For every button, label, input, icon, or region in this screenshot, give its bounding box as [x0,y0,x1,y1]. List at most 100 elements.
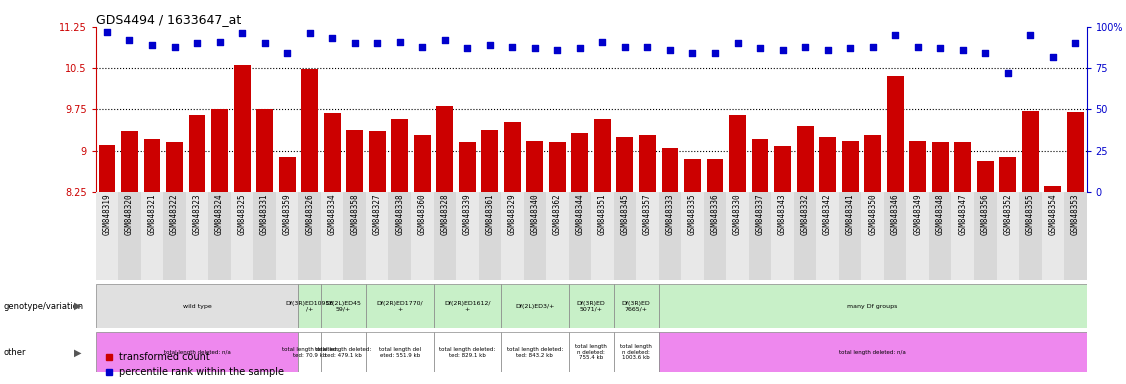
Text: GSM848337: GSM848337 [756,194,765,235]
Text: GSM848341: GSM848341 [846,194,855,235]
Text: GSM848349: GSM848349 [913,194,922,235]
Bar [704,192,726,280]
Text: GSM848351: GSM848351 [598,194,607,235]
Point [886,32,904,38]
Bar [298,284,321,328]
Text: Df(3R)ED
5071/+: Df(3R)ED 5071/+ [577,301,606,312]
Text: GSM848354: GSM848354 [1048,194,1057,235]
Point [526,45,544,51]
Text: GSM848362: GSM848362 [553,194,562,235]
Point [143,42,161,48]
Point [188,40,206,46]
Text: GSM848321: GSM848321 [148,194,157,235]
Text: genotype/variation: genotype/variation [3,302,83,311]
Bar [974,192,997,280]
Bar [231,192,253,280]
Text: GSM848357: GSM848357 [643,194,652,235]
Bar [749,192,771,280]
Bar [212,109,227,192]
Point [931,45,949,51]
Text: total length del
eted: 551.9 kb: total length del eted: 551.9 kb [378,347,421,358]
Bar [501,284,569,328]
Bar [910,141,926,192]
Point [841,45,859,51]
Bar [955,142,971,192]
Bar [479,192,501,280]
Bar [839,192,861,280]
Bar [141,192,163,280]
Point [729,40,747,46]
Text: ▶: ▶ [73,347,81,358]
Bar [681,192,704,280]
Point [661,47,679,53]
Text: GSM848340: GSM848340 [530,194,539,235]
Bar [887,76,903,192]
Bar [118,192,141,280]
Bar [96,284,298,328]
Text: GSM848334: GSM848334 [328,194,337,235]
Bar [595,119,610,192]
Text: ▶: ▶ [73,301,81,311]
Text: GSM848331: GSM848331 [260,194,269,235]
Text: total length
n deleted:
1003.6 kb: total length n deleted: 1003.6 kb [620,344,652,360]
Text: GSM848344: GSM848344 [575,194,584,235]
Bar [752,139,768,192]
Bar [208,192,231,280]
Bar [614,332,659,372]
Bar [456,192,479,280]
Text: GSM848360: GSM848360 [418,194,427,235]
Bar [614,192,636,280]
Bar [771,192,794,280]
Point [1021,32,1039,38]
Text: GSM848346: GSM848346 [891,194,900,235]
Bar [1067,112,1084,192]
Bar [685,159,700,192]
Bar [321,192,343,280]
Bar [1042,192,1064,280]
Bar [707,159,724,192]
Bar [816,192,839,280]
Text: GSM848358: GSM848358 [350,194,359,235]
Bar [636,192,659,280]
Text: GSM848342: GSM848342 [823,194,832,235]
Text: GSM848320: GSM848320 [125,194,134,235]
Point [391,39,409,45]
Point [436,37,454,43]
Bar [437,106,453,192]
Text: wild type: wild type [182,304,212,309]
Bar [569,284,614,328]
Bar [1045,187,1062,192]
Text: GSM848333: GSM848333 [665,194,674,235]
Text: Df(3R)ED10953
/+: Df(3R)ED10953 /+ [286,301,333,312]
Bar [163,192,186,280]
Point [346,40,364,46]
Bar [569,332,614,372]
Text: GSM848345: GSM848345 [620,194,629,235]
Bar [347,130,363,192]
Bar [524,192,546,280]
Point [751,45,769,51]
Text: GSM848359: GSM848359 [283,194,292,235]
Bar [977,161,994,192]
Bar [569,192,591,280]
Point [323,35,341,41]
Point [683,50,701,56]
Bar [730,115,747,192]
Text: total length deleted:
ted: 479.1 kb: total length deleted: ted: 479.1 kb [315,347,372,358]
Bar [614,284,659,328]
Point [413,44,431,50]
Text: GSM848336: GSM848336 [711,194,720,235]
Bar [1064,192,1087,280]
Text: GSM848352: GSM848352 [1003,194,1012,235]
Point [98,29,116,35]
Text: GSM848328: GSM848328 [440,194,449,235]
Text: GSM848332: GSM848332 [801,194,810,235]
Point [864,44,882,50]
Bar [932,142,948,192]
Bar [794,192,816,280]
Bar [298,192,321,280]
Text: GSM848323: GSM848323 [193,194,202,235]
Bar [343,192,366,280]
Point [976,50,994,56]
Text: total length deleted:
ted: 843.2 kb: total length deleted: ted: 843.2 kb [507,347,563,358]
